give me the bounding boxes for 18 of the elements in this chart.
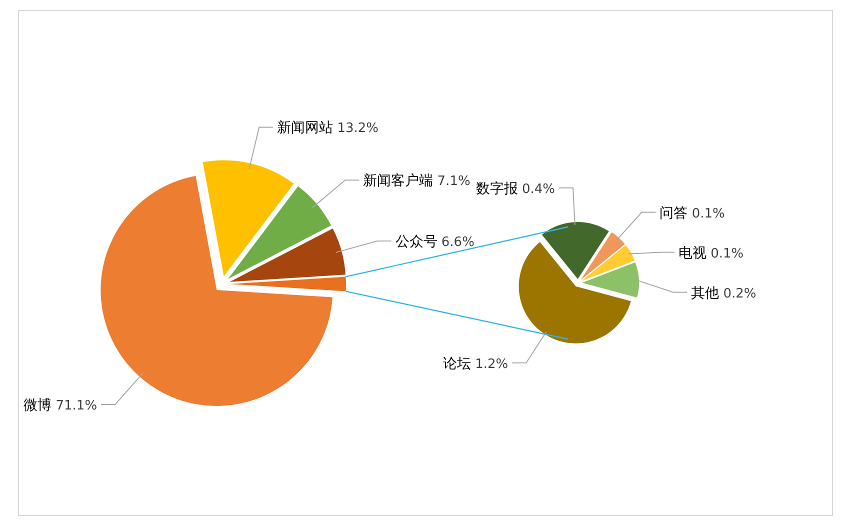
- data-label: 0.1%: [706, 246, 744, 262]
- data-label: 7.1%: [433, 174, 470, 190]
- data-label: 13.2%: [333, 121, 379, 136]
- slice-label: 问答: [660, 205, 688, 222]
- slice-label: 新闻网站: [277, 120, 334, 136]
- data-label: 71.1%: [52, 398, 98, 414]
- data-label: 0.4%: [518, 182, 556, 197]
- slice-label: 电视: [678, 245, 706, 262]
- slice-label: 微博: [24, 398, 52, 414]
- data-label: 0.2%: [719, 286, 756, 302]
- data-label: 1.2%: [470, 356, 508, 372]
- slice-label: 公众号: [395, 234, 438, 250]
- slice-label: 其他: [691, 285, 720, 302]
- data-label: 6.6%: [437, 234, 474, 250]
- slice-label: 新闻客户端: [363, 173, 434, 190]
- slice-label: 数字报: [476, 180, 518, 197]
- data-label: 0.1%: [688, 206, 725, 222]
- slice-label: 论坛: [442, 356, 471, 372]
